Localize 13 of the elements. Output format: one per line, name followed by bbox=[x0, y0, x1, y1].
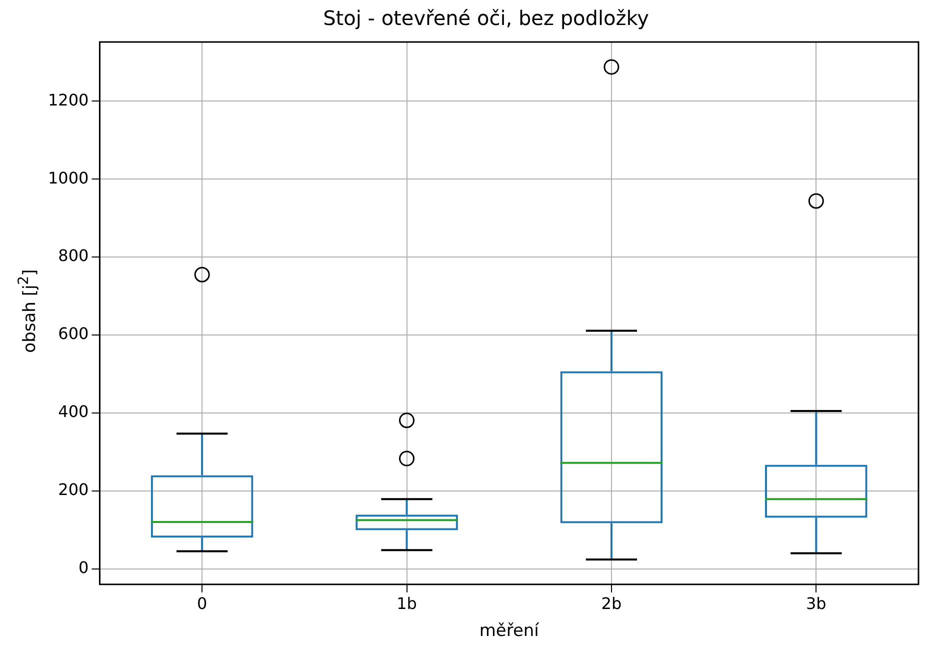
y-tick-label: 400 bbox=[58, 402, 89, 422]
y-tick-label: 0 bbox=[78, 558, 89, 577]
y-tick-label: 1000 bbox=[48, 168, 89, 188]
x-tick-label: 1b bbox=[396, 594, 417, 614]
x-tick-label: 2b bbox=[601, 594, 622, 614]
x-tick-label: 0 bbox=[196, 594, 208, 614]
y-tick-label: 1200 bbox=[48, 90, 89, 110]
y-tick-label: 800 bbox=[58, 246, 89, 266]
y-tick-label: 600 bbox=[58, 324, 89, 344]
x-tick-label: 3b bbox=[806, 594, 826, 614]
chart-title: Stoj - otevřené oči, bez podložky bbox=[323, 6, 650, 30]
x-axis-title: měření bbox=[479, 621, 540, 642]
y-tick-label: 200 bbox=[58, 480, 89, 500]
